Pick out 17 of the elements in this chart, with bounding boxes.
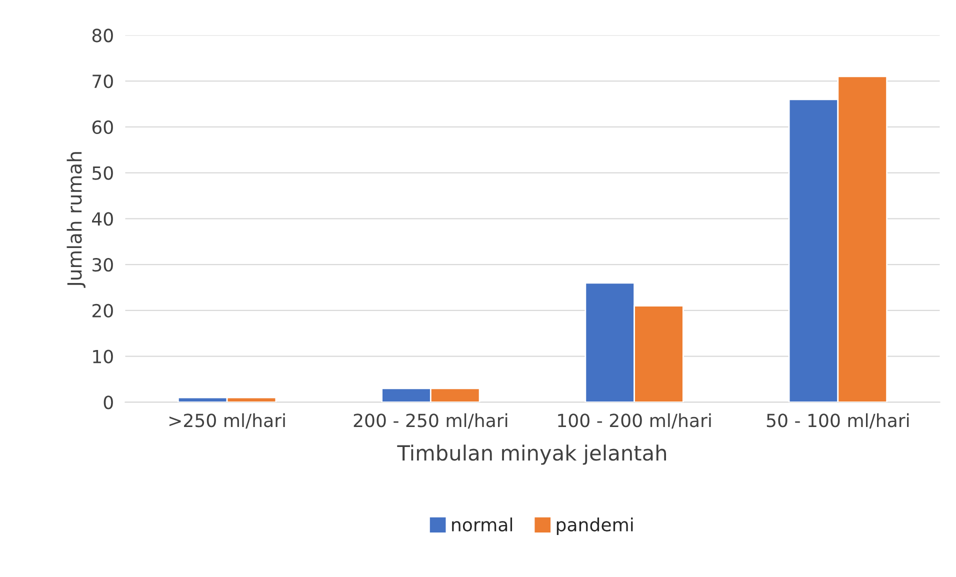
- x-tick-label: 50 - 100 ml/hari: [766, 413, 909, 429]
- x-tick-label: >250 ml/hari: [169, 413, 285, 429]
- y-axis-title: Jumlah rumah: [66, 152, 86, 288]
- y-tick-label: 50: [92, 166, 113, 180]
- y-tick-label: 70: [92, 74, 113, 88]
- legend-label: pandemi: [556, 518, 633, 535]
- y-tick-label: 20: [92, 304, 113, 318]
- x-tick-label: 200 - 250 ml/hari: [354, 413, 508, 429]
- y-tick-label: 0: [104, 396, 113, 410]
- y-tick-label: 40: [92, 212, 113, 226]
- y-tick-label: 30: [92, 258, 113, 272]
- y-tick-label: 10: [93, 350, 113, 364]
- legend-label: normal: [452, 518, 512, 532]
- y-tick-label: 60: [92, 120, 113, 134]
- x-axis-title: Timbulan minyak jelantah: [397, 444, 666, 465]
- x-tick-label: 100 - 200 ml/hari: [558, 413, 711, 429]
- y-tick-label: 80: [92, 28, 113, 42]
